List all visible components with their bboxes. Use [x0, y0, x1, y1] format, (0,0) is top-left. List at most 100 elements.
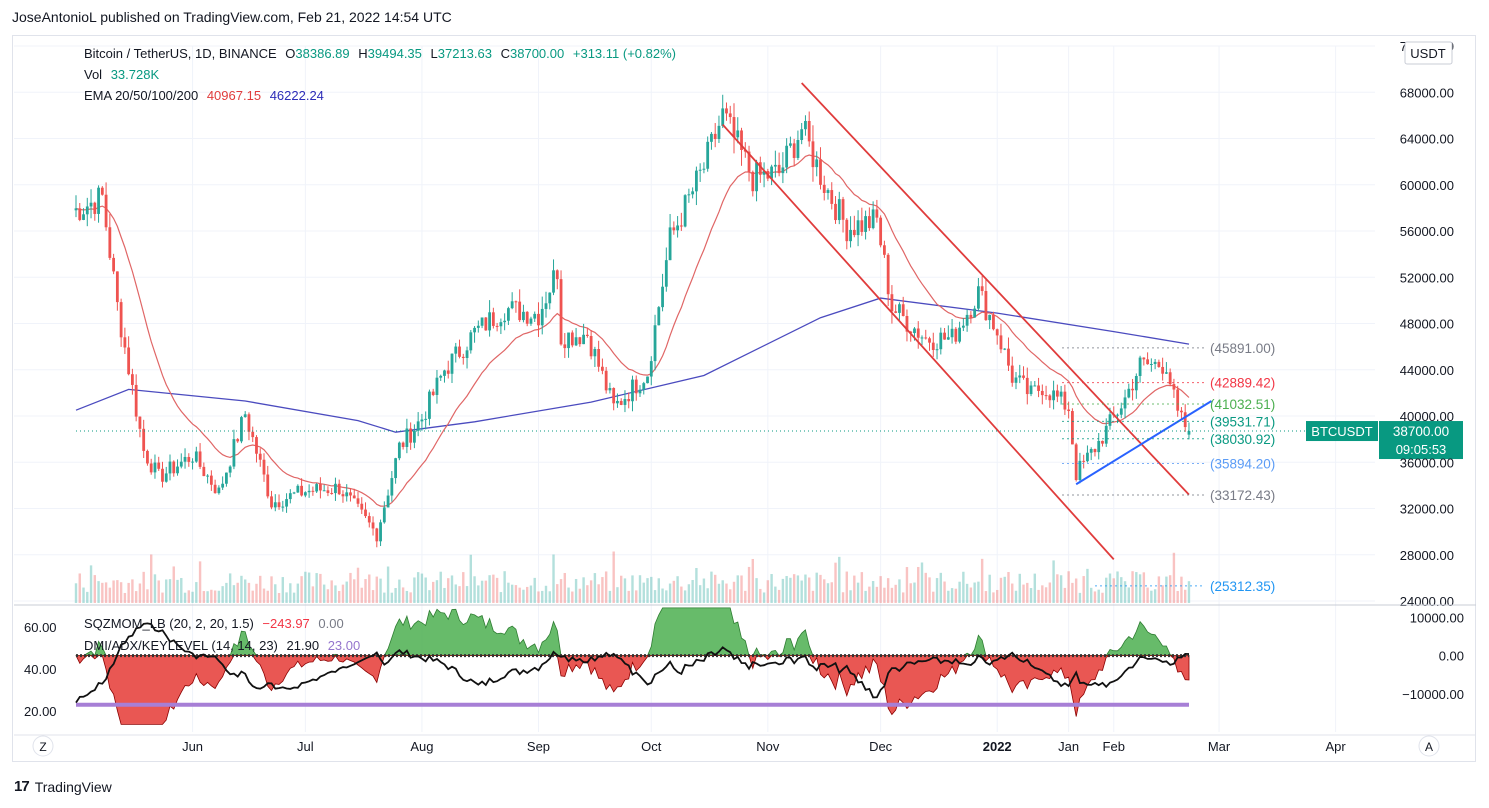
time-tick-label[interactable]: Nov	[756, 739, 780, 754]
candle-body	[931, 342, 935, 351]
volume-label[interactable]: Vol	[84, 67, 103, 82]
volume-bar	[898, 579, 901, 603]
time-tick-label[interactable]: Apr	[1325, 739, 1346, 754]
channel-lower-line[interactable]	[722, 124, 1115, 560]
candle-body	[360, 503, 364, 510]
candle-body	[1071, 411, 1074, 445]
time-tick-label[interactable]: Aug	[410, 739, 433, 754]
candle-body	[397, 442, 401, 459]
ema-legend: EMA 20/50/100/200 40967.15 46222.24	[84, 88, 329, 103]
scale-right-button[interactable]	[1418, 735, 1440, 757]
candle-body	[1138, 357, 1142, 377]
candle-body	[939, 332, 943, 350]
volume-bar	[390, 592, 394, 603]
time-tick-label[interactable]: Sep	[527, 739, 550, 754]
dmi-label[interactable]: DMI/ADX/KEYLEVEL (14, 14, 23)	[84, 638, 278, 653]
volume-bar	[1022, 584, 1025, 603]
volume-bar	[1037, 589, 1040, 603]
volume-bar	[589, 580, 593, 603]
time-tick-label[interactable]: Oct	[641, 739, 662, 754]
volume-bar	[868, 586, 871, 603]
volume-bar	[811, 590, 815, 603]
price-tick-label: 56000.00	[1400, 224, 1454, 239]
candle-body	[961, 325, 965, 328]
candle-body	[115, 271, 119, 303]
time-tick-label[interactable]: Mar	[1208, 739, 1231, 754]
candle-body	[1007, 348, 1010, 366]
ema-label[interactable]: EMA 20/50/100/200	[84, 88, 199, 103]
volume-bar	[1063, 587, 1067, 603]
sqzmom-legend: SQZMOM_LB (20, 2, 20, 1.5) −243.97 0.00	[84, 616, 349, 631]
candle-body	[1037, 385, 1040, 391]
volume-bar	[518, 587, 521, 603]
candle-body	[1014, 377, 1018, 383]
volume-bar	[642, 582, 645, 603]
price-tick-label: 36000.00	[1400, 455, 1454, 470]
time-tick-label[interactable]: Dec	[869, 739, 893, 754]
volume-value: 33.728K	[110, 67, 160, 82]
volume-bar	[992, 592, 995, 603]
time-tick-label[interactable]: Feb	[1103, 739, 1125, 754]
volume-bar	[965, 583, 969, 603]
volume-bar	[800, 580, 803, 603]
indicator-tick-left: 60.00	[24, 620, 57, 635]
channel-upper-line[interactable]	[801, 82, 1190, 496]
candle-body	[247, 414, 251, 432]
sqzmom-label[interactable]: SQZMOM_LB (20, 2, 20, 1.5)	[84, 616, 254, 631]
volume-bar	[300, 576, 303, 603]
time-tick-label[interactable]: 2022	[983, 739, 1012, 754]
volume-bar	[996, 589, 999, 603]
volume-bar	[341, 584, 345, 603]
volume-bar	[195, 582, 198, 603]
tradingview-logo[interactable]: 17 TradingView	[14, 778, 112, 795]
volume-bar	[1142, 572, 1146, 603]
volume-bar	[721, 580, 724, 603]
time-tick-label[interactable]: Jan	[1058, 739, 1079, 754]
candle-body	[292, 492, 296, 494]
volume-bar	[138, 583, 142, 603]
candle-body	[792, 143, 796, 158]
time-tick-label[interactable]: Jul	[297, 739, 314, 754]
volume-bar	[672, 580, 676, 603]
volume-bar	[153, 574, 157, 603]
volume-bar	[119, 582, 123, 603]
candle-body	[446, 370, 450, 374]
candle-body	[243, 414, 247, 418]
candle-body	[698, 169, 702, 171]
volume-bar	[541, 590, 544, 603]
price-levels: (45891.00) (42889.42) (41032.51) (39531.71)…	[76, 341, 1463, 594]
chart-frame[interactable]	[12, 35, 1476, 762]
candle-body	[864, 216, 867, 232]
scale-left-button[interactable]	[32, 735, 54, 757]
time-tick-label[interactable]: Jun	[182, 739, 203, 754]
candle-body	[837, 199, 841, 221]
candle-body	[548, 292, 552, 304]
price-tick-label: 68000.00	[1400, 85, 1454, 100]
volume-bar	[747, 566, 751, 603]
symbol-tag[interactable]	[1306, 421, 1378, 442]
volume-bar	[101, 582, 104, 603]
candle-body	[221, 483, 225, 488]
symbol-tag-label: BTCUSDT	[1311, 424, 1372, 439]
symbol-label[interactable]: Bitcoin / TetherUS, 1D, BINANCE	[84, 46, 277, 61]
tradingview-logo-icon: 17	[14, 778, 30, 795]
volume-bar	[473, 576, 476, 603]
candles-layer	[74, 94, 1191, 548]
level-label: (41032.51)	[1210, 397, 1275, 412]
volume-legend: Vol 33.728K	[84, 67, 164, 82]
support-trendline[interactable]	[1075, 400, 1213, 486]
candle-body	[901, 304, 905, 316]
volume-bar	[1082, 576, 1085, 603]
volume-bar	[601, 577, 604, 603]
open-value: 38386.89	[295, 46, 350, 61]
candle-body	[984, 291, 988, 321]
volume-bar	[398, 579, 401, 603]
volume-bar	[886, 578, 890, 603]
currency-badge[interactable]	[1404, 41, 1453, 65]
price-tick-label: 60000.00	[1400, 178, 1454, 193]
volume-bar	[510, 584, 514, 603]
candle-body	[179, 461, 183, 467]
volume-bar	[386, 566, 390, 603]
volume-bar	[980, 558, 984, 603]
